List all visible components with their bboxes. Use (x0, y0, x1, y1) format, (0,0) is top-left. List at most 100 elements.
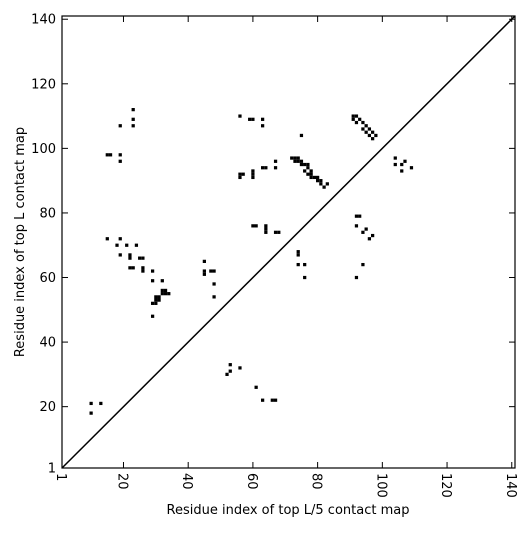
contact-point (261, 398, 265, 402)
contact-point (358, 117, 362, 121)
contact-point (108, 153, 113, 157)
contact-point (409, 166, 414, 170)
contact-point (251, 117, 255, 121)
contact-point (163, 288, 168, 293)
contact-point (354, 114, 359, 118)
contact-point (316, 179, 320, 183)
contact-point (154, 295, 158, 299)
contact-point (312, 175, 317, 180)
contact-point (264, 230, 268, 234)
contact-point (299, 162, 304, 167)
contact-point (160, 279, 164, 283)
contact-point (371, 130, 375, 134)
contact-point (400, 169, 404, 173)
contact-point (367, 127, 372, 131)
contact-point (361, 262, 365, 267)
contact-point (99, 401, 103, 406)
x-axis-label: Residue index of top L/5 contact map (167, 503, 410, 518)
y-tick-label: 80 (39, 206, 56, 221)
contact-point (309, 175, 313, 180)
contact-point (354, 214, 359, 218)
diagonal-line (61, 15, 516, 469)
contact-point (403, 159, 407, 163)
contact-point (354, 275, 359, 280)
contact-point (351, 114, 355, 118)
y-tick-label: 140 (31, 13, 56, 28)
contact-point (118, 253, 122, 257)
contact-point (319, 182, 323, 186)
contact-point (131, 266, 135, 270)
contact-point (351, 117, 355, 121)
contact-point (251, 224, 255, 228)
contact-markers (89, 108, 414, 415)
contact-point (264, 227, 268, 231)
contact-point (134, 243, 139, 247)
contact-point (238, 172, 242, 176)
contact-point (306, 162, 310, 167)
contact-point (393, 162, 397, 167)
contact-point (150, 269, 155, 273)
contact-point (273, 398, 278, 402)
contact-point (228, 363, 232, 367)
contact-point (261, 166, 265, 170)
contact-point (150, 301, 155, 305)
contact-point (202, 269, 206, 273)
plot-frame (61, 15, 516, 469)
x-tick-label: 80 (309, 473, 324, 490)
contact-point (150, 314, 155, 318)
y-tick-label: 20 (39, 400, 56, 415)
contact-point (303, 169, 307, 173)
contact-point (361, 120, 365, 125)
contact-point (290, 156, 294, 160)
contact-point (131, 124, 135, 128)
contact-point (115, 243, 119, 247)
contact-point (131, 117, 135, 121)
contact-point (319, 179, 323, 183)
contact-point (118, 237, 122, 241)
contact-point (154, 301, 158, 305)
contact-point (254, 224, 258, 228)
contact-point (364, 124, 368, 128)
contact-point (160, 288, 164, 293)
contact-point (150, 279, 155, 283)
contact-point (364, 130, 368, 134)
contact-point (296, 159, 300, 163)
contact-point (273, 166, 278, 170)
contact-point (367, 133, 372, 138)
contact-point (160, 292, 164, 296)
contact-point (264, 224, 268, 228)
x-tick-label: 100 (373, 473, 388, 498)
y-tick-label: 40 (39, 336, 56, 351)
contact-point (371, 137, 375, 141)
contact-point (374, 133, 378, 138)
contact-point (212, 282, 216, 286)
contact-point (118, 153, 122, 157)
contact-point (128, 256, 132, 260)
contact-point (141, 256, 145, 260)
contact-point (238, 366, 242, 370)
contact-point (306, 166, 310, 170)
contact-point (202, 272, 206, 276)
contact-point (128, 253, 132, 257)
contact-point (367, 237, 372, 241)
contact-point (306, 172, 310, 176)
contact-point (303, 162, 307, 167)
contact-point (296, 262, 300, 267)
contact-point (209, 269, 213, 273)
contact-point (277, 230, 281, 234)
contact-point (238, 175, 242, 180)
contact-point (325, 182, 329, 186)
contact-point (309, 169, 313, 173)
contact-point (309, 172, 313, 176)
x-tick-label: 140 (503, 473, 518, 498)
contact-point (228, 369, 232, 373)
contact-point (273, 159, 278, 163)
contact-point (251, 175, 255, 180)
contact-point (293, 156, 297, 160)
contact-point (105, 237, 109, 241)
contact-point (354, 224, 359, 228)
contact-point (241, 172, 245, 176)
contact-point (118, 159, 122, 163)
contact-point (364, 227, 368, 231)
